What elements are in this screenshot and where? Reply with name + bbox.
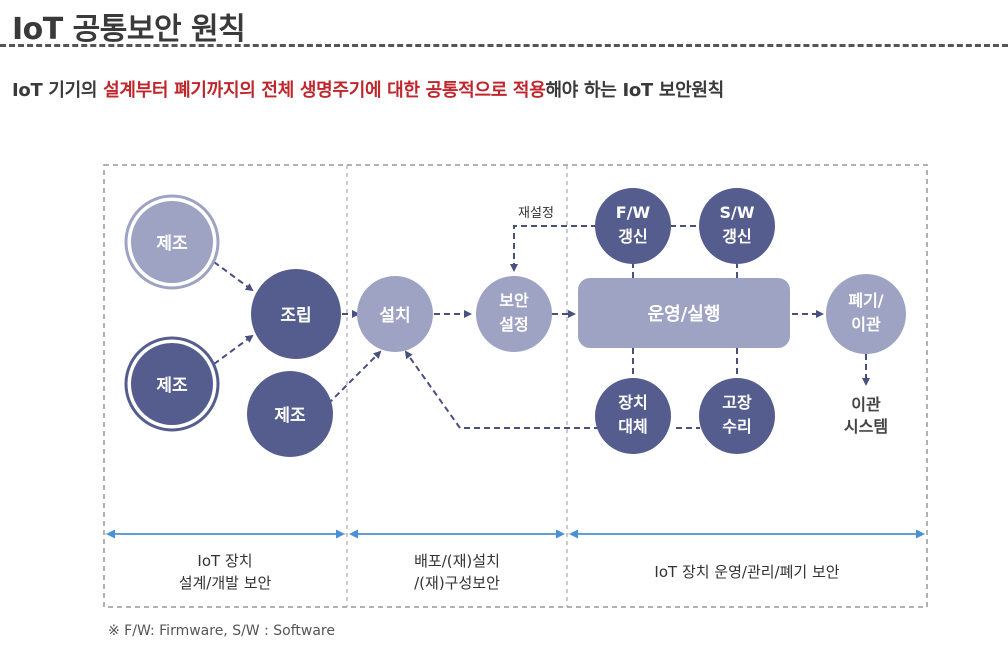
reconfig-label: 재설정 (518, 206, 554, 221)
node-sw-update-line1: S/W (719, 203, 754, 222)
node-dispose-line1: 폐기/ (848, 291, 883, 310)
node-dispose: 폐기/ 이관 (826, 274, 906, 354)
node-fw-update-line2: 갱신 (618, 227, 647, 246)
phase-label-design-line2: 설계/개발 보안 (179, 574, 272, 592)
node-manufacture2: 제조 (124, 336, 220, 432)
node-fw-update-line1: F/W (616, 203, 651, 222)
node-fw-update: F/W 갱신 (595, 188, 671, 264)
node-security-config: 보안 설정 (476, 276, 552, 352)
node-operation-label: 운영/실행 (648, 304, 721, 325)
subtitle-highlight: 설계부터 폐기까지의 전체 생명주기에 대한 공통적으로 적용 (103, 80, 546, 101)
title-divider (0, 44, 1008, 47)
node-manufacture2-label: 제조 (156, 376, 188, 396)
node-transfer-system-line1: 이관 (851, 395, 881, 414)
phase-label-deploy-line2: /(재)구성보안 (414, 574, 500, 592)
phase-label-deploy-line1: 배포/(재)설치 (414, 552, 500, 570)
node-security-config-line2: 설정 (499, 315, 528, 334)
node-transfer-system-line2: 시스템 (844, 417, 888, 436)
node-device-replace: 장치 대체 (595, 378, 671, 454)
footnote: ※ F/W: Firmware, S/W : Software (108, 623, 335, 639)
subtitle-part1: IoT 기기의 (12, 80, 104, 101)
arrow-manufacture1-assembly (213, 261, 254, 292)
phase-label-design-line1: IoT 장치 (197, 552, 252, 570)
phase-label-operate: IoT 장치 운영/관리/폐기 보안 (654, 563, 839, 581)
node-security-config-line1: 보안 (499, 291, 529, 310)
arrow-reconfig (510, 225, 597, 272)
diagram-frame (103, 164, 928, 608)
node-sw-update: S/W 갱신 (699, 188, 775, 264)
node-install-label: 설치 (379, 306, 410, 326)
node-manufacture1: 제조 (124, 194, 220, 290)
node-device-replace-line1: 장치 (618, 393, 647, 412)
node-manufacture3: 제조 (247, 371, 333, 457)
node-assembly: 조립 (251, 269, 341, 359)
node-sw-update-line2: 갱신 (722, 227, 751, 246)
arrow-manufacture2-assembly (213, 334, 254, 365)
node-device-replace-line2: 대체 (618, 417, 647, 436)
node-repair-line2: 수리 (722, 417, 751, 436)
arrow-manufacture3-install (327, 350, 382, 405)
subtitle-part2: 해야 하는 IoT 보안원칙 (545, 80, 724, 101)
page-title: IoT 공통보안 원칙 (12, 12, 246, 47)
node-operation: 운영/실행 (578, 278, 790, 348)
node-dispose-line2: 이관 (851, 315, 881, 334)
node-transfer-system: 이관 시스템 (844, 395, 888, 436)
page-subtitle: IoT 기기의 설계부터 폐기까지의 전체 생명주기에 대한 공통적으로 적용해… (12, 76, 724, 102)
node-install: 설치 (357, 276, 433, 352)
node-manufacture3-label: 제조 (274, 406, 306, 426)
node-manufacture1-label: 제조 (156, 234, 188, 254)
node-repair: 고장 수리 (699, 378, 775, 454)
arrow-replace-install (404, 350, 600, 429)
node-assembly-label: 조립 (280, 306, 311, 326)
node-repair-line1: 고장 (722, 393, 752, 412)
